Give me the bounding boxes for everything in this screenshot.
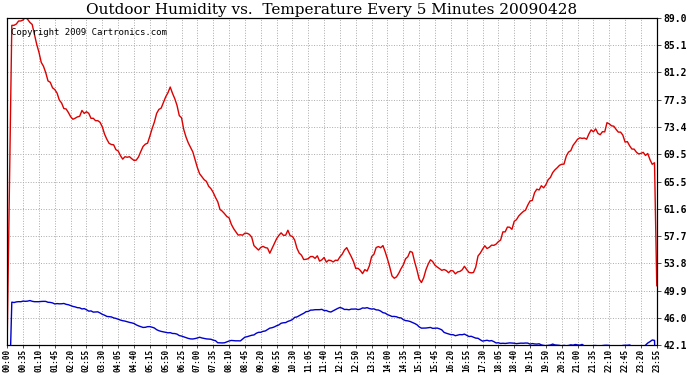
Text: Copyright 2009 Cartronics.com: Copyright 2009 Cartronics.com (10, 28, 166, 37)
Title: Outdoor Humidity vs.  Temperature Every 5 Minutes 20090428: Outdoor Humidity vs. Temperature Every 5… (86, 3, 578, 17)
